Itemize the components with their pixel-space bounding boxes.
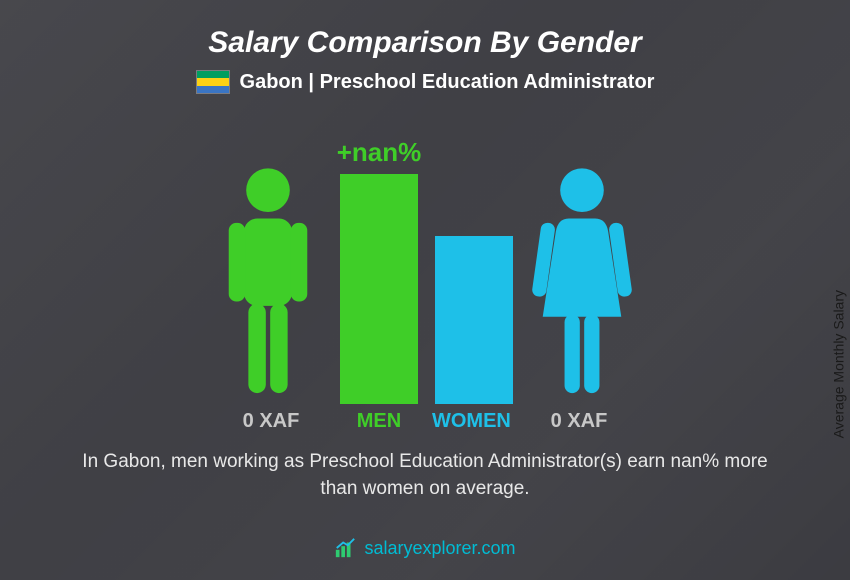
logo-icon xyxy=(334,537,356,559)
flag-stripe-3 xyxy=(197,86,229,93)
men-gender-label: MEN xyxy=(340,410,418,433)
man-icon xyxy=(213,164,323,404)
footer-inner: salaryexplorer.com xyxy=(334,537,515,559)
infographic-container: Salary Comparison By Gender Gabon | Pres… xyxy=(0,0,850,580)
job-title: Preschool Education Administrator xyxy=(320,71,655,93)
men-percent-label: +nan% xyxy=(337,137,422,168)
women-icon-column xyxy=(527,104,637,404)
y-axis-label: Average Monthly Salary xyxy=(830,290,846,438)
country-flag-icon xyxy=(196,70,230,94)
men-bar-column: +nan% xyxy=(337,104,422,404)
men-icon-column xyxy=(213,104,323,404)
flag-stripe-2 xyxy=(197,78,229,85)
men-bar xyxy=(340,174,418,404)
subtitle-text: Gabon | Preschool Education Administrato… xyxy=(240,71,655,94)
footer-text: salaryexplorer.com xyxy=(364,538,515,559)
footer: salaryexplorer.com xyxy=(0,537,850,564)
women-bar-column xyxy=(435,104,513,404)
subtitle-separator: | xyxy=(303,71,320,93)
chart-area: +nan% xyxy=(40,104,810,404)
women-gender-label: WOMEN xyxy=(432,410,510,433)
woman-icon xyxy=(527,164,637,404)
bottom-labels-row: 0 XAF MEN WOMEN 0 XAF xyxy=(40,410,810,433)
women-bar xyxy=(435,236,513,404)
women-value-label: 0 XAF xyxy=(524,410,634,433)
men-value-label: 0 XAF xyxy=(216,410,326,433)
description-text: In Gabon, men working as Preschool Educa… xyxy=(40,449,810,502)
main-title: Salary Comparison By Gender xyxy=(40,26,810,60)
flag-stripe-1 xyxy=(197,71,229,78)
country-name: Gabon xyxy=(240,71,303,93)
subtitle-row: Gabon | Preschool Education Administrato… xyxy=(40,70,810,94)
